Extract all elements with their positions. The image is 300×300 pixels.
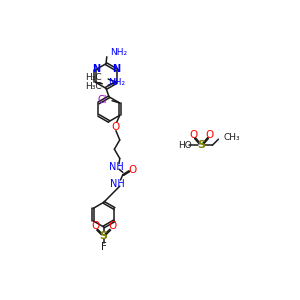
Text: S: S: [100, 231, 108, 241]
Text: Cl: Cl: [98, 95, 107, 105]
Text: NH₂: NH₂: [110, 48, 127, 57]
Text: S: S: [197, 140, 206, 150]
Text: HO: HO: [178, 141, 191, 150]
Text: N: N: [92, 64, 100, 74]
Text: O: O: [91, 221, 99, 231]
Text: O: O: [206, 130, 214, 140]
Text: H₃C: H₃C: [85, 82, 102, 91]
Text: O: O: [108, 221, 116, 231]
Text: NH: NH: [109, 162, 124, 172]
Text: N: N: [112, 64, 120, 74]
Text: O: O: [129, 165, 137, 175]
Text: O: O: [189, 130, 197, 140]
Text: H₃C: H₃C: [85, 73, 102, 82]
Text: O: O: [112, 122, 120, 132]
Text: NH: NH: [110, 179, 125, 189]
Text: F: F: [101, 242, 106, 252]
Text: CH₃: CH₃: [224, 133, 240, 142]
Text: NH₂: NH₂: [108, 79, 125, 88]
